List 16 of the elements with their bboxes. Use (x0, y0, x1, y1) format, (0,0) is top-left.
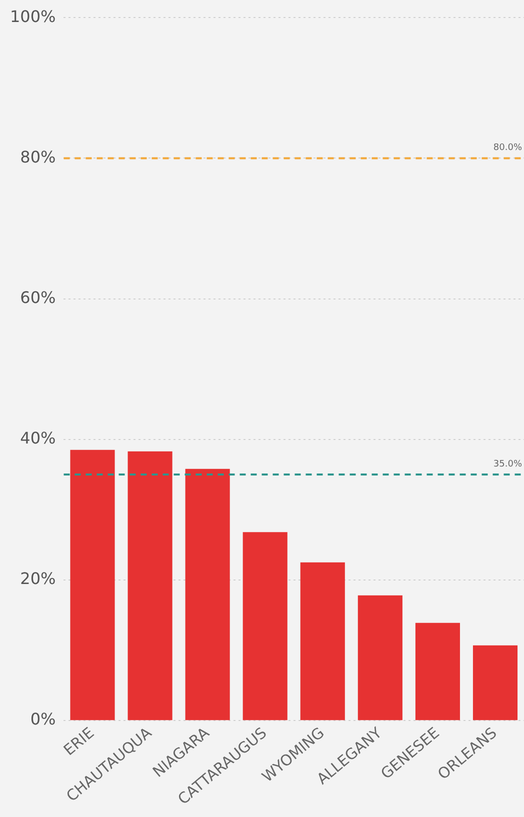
y-tick-label: 80% (20, 147, 56, 166)
bar (358, 595, 402, 720)
ref-line-label: 35.0% (493, 459, 522, 470)
bar (185, 468, 230, 720)
bar (472, 645, 518, 720)
y-tick-label: 100% (10, 6, 56, 26)
y-tick-label: 40% (20, 428, 56, 448)
y-tick-label: 20% (20, 569, 56, 588)
bar (242, 532, 288, 720)
y-tick-label: 60% (20, 288, 56, 307)
bar (415, 622, 460, 720)
bar (128, 451, 172, 720)
bar (300, 562, 345, 720)
ref-line-label: 80.0% (493, 143, 522, 154)
y-tick-label: 0% (30, 710, 56, 729)
bar (70, 450, 115, 720)
